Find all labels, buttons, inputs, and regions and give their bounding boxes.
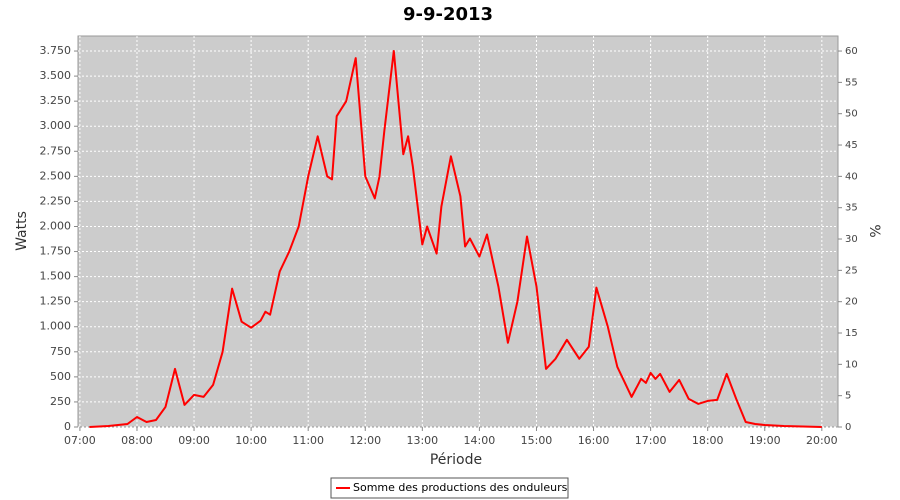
y2-tick-label: 10 xyxy=(845,359,858,370)
y2-tick-label: 30 xyxy=(845,234,858,245)
chart-title: 9-9-2013 xyxy=(403,4,493,25)
y-tick-label: 0 xyxy=(64,420,71,433)
x-tick-label: 17:00 xyxy=(635,434,667,447)
y-axis-label: Watts xyxy=(14,211,30,251)
y2-tick-label: 0 xyxy=(845,422,851,433)
y-tick-label: 1.250 xyxy=(40,295,72,308)
line-series xyxy=(89,50,822,428)
x-tick-label: 16:00 xyxy=(578,434,610,447)
y-tick-label: 2.250 xyxy=(40,194,72,207)
x-tick-label: 08:00 xyxy=(121,434,153,447)
y-tick-label: 3.000 xyxy=(40,119,72,132)
y2-tick-label: 35 xyxy=(845,203,858,214)
y2-tick-label: 45 xyxy=(845,140,858,151)
x-tick-label: 09:00 xyxy=(178,434,210,447)
x-tick-label: 15:00 xyxy=(521,434,553,447)
y-tick-label: 2.500 xyxy=(40,169,72,182)
x-tick-label: 12:00 xyxy=(349,434,381,447)
x-tick-label: 10:00 xyxy=(235,434,267,447)
x-tick-label: 13:00 xyxy=(406,434,438,447)
y-tick-label: 3.750 xyxy=(40,44,72,57)
y-tick-label: 250 xyxy=(50,395,71,408)
y2-tick-label: 15 xyxy=(845,328,858,339)
x-tick-label: 19:00 xyxy=(749,434,781,447)
legend xyxy=(330,477,569,499)
y2-tick-label: 25 xyxy=(845,265,858,276)
y2-axis-label: % xyxy=(866,224,882,237)
y2-tick-label: 20 xyxy=(845,297,858,308)
y-tick-label: 500 xyxy=(50,370,71,383)
x-tick-label: 20:00 xyxy=(806,434,838,447)
y-tick-label: 750 xyxy=(50,345,71,358)
y2-tick-label: 40 xyxy=(845,171,858,182)
x-tick-label: 07:00 xyxy=(64,434,96,447)
y-tick-label: 2.000 xyxy=(40,219,72,232)
y-tick-label: 1.500 xyxy=(40,270,72,283)
y2-tick-label: 60 xyxy=(845,46,858,57)
x-tick-label: 14:00 xyxy=(464,434,496,447)
y-tick-label: 2.750 xyxy=(40,144,72,157)
y-tick-label: 3.500 xyxy=(40,69,72,82)
y-tick-label: 1.000 xyxy=(40,320,72,333)
y-tick-label: 3.250 xyxy=(40,94,72,107)
y2-tick-label: 5 xyxy=(845,391,851,402)
y2-tick-label: 50 xyxy=(845,109,858,120)
y-tick-label: 1.750 xyxy=(40,245,72,258)
x-tick-label: 11:00 xyxy=(292,434,324,447)
legend-label: Somme des productions des onduleurs xyxy=(353,481,568,494)
plot-area xyxy=(77,35,839,428)
y2-tick-label: 55 xyxy=(845,77,858,88)
x-axis-label: Période xyxy=(430,452,482,468)
x-tick-label: 18:00 xyxy=(692,434,724,447)
